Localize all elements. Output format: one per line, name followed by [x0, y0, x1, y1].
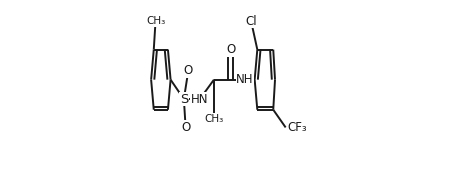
Text: Cl: Cl [245, 15, 257, 28]
Text: O: O [181, 121, 190, 134]
Text: CH₃: CH₃ [146, 16, 165, 26]
Text: CH₃: CH₃ [204, 114, 224, 124]
Text: HN: HN [191, 93, 208, 106]
Text: O: O [184, 64, 193, 77]
Text: S: S [180, 93, 188, 106]
Text: CF₃: CF₃ [288, 121, 307, 134]
Text: NH: NH [236, 73, 254, 86]
Text: O: O [226, 43, 235, 56]
